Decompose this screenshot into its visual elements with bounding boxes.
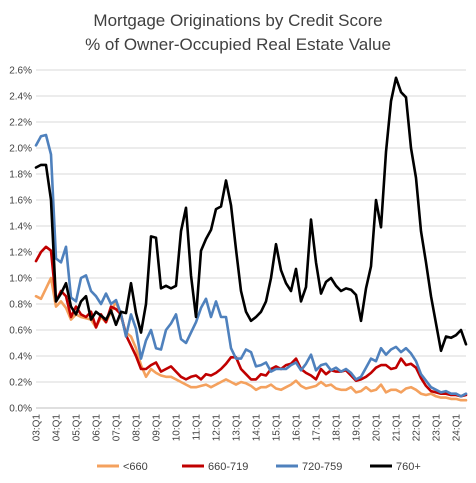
- x-tick-label: 11:Q1: [192, 414, 203, 441]
- x-tick-label: 05:Q1: [72, 414, 83, 442]
- y-tick-label: 0.0%: [9, 404, 32, 415]
- y-tick-label: 2.6%: [9, 66, 32, 77]
- y-tick-label: 1.6%: [9, 196, 32, 207]
- x-tick-label: 19:Q1: [352, 414, 363, 442]
- x-tick-label: 04:Q1: [52, 414, 63, 442]
- y-tick-label: 1.8%: [9, 170, 32, 181]
- x-tick-label: 23:Q1: [432, 414, 443, 442]
- y-tick-label: 1.4%: [9, 222, 32, 233]
- x-tick-label: 13:Q1: [232, 414, 243, 442]
- x-tick-label: 08:Q1: [132, 414, 143, 442]
- legend-label: 760+: [396, 461, 421, 473]
- y-tick-label: 0.4%: [9, 352, 32, 363]
- y-tick-label: 0.8%: [9, 300, 32, 311]
- y-tick-label: 2.2%: [9, 118, 32, 129]
- x-tick-label: 18:Q1: [332, 414, 343, 442]
- x-tick-label: 10:Q1: [172, 414, 183, 442]
- x-tick-label: 16:Q1: [292, 414, 303, 442]
- legend: <660 660-719 720-759 760+: [97, 461, 421, 473]
- x-axis-ticks: 03:Q1 04:Q1 05:Q1 06:Q1 07:Q1 08:Q1 09:Q1 10:Q1…: [32, 414, 463, 442]
- grid-lines: [36, 69, 466, 383]
- x-tick-label: 14:Q1: [252, 414, 263, 442]
- legend-label: 660-719: [208, 461, 248, 473]
- x-tick-label: 20:Q1: [372, 414, 383, 442]
- y-tick-label: 2.4%: [9, 92, 32, 103]
- legend-label: <660: [123, 461, 148, 473]
- x-tick-label: 17:Q1: [312, 414, 323, 442]
- x-tick-label: 06:Q1: [92, 414, 103, 442]
- y-tick-label: 1.0%: [9, 274, 32, 285]
- series-line-760plus: [34, 76, 468, 353]
- chart-subtitle: % of Owner-Occupied Real Estate Value: [85, 35, 391, 54]
- series-lines: [34, 76, 468, 402]
- x-tick-label: 24:Q1: [452, 414, 463, 442]
- y-tick-label: 2.0%: [9, 144, 32, 155]
- x-tick-label: 21:Q1: [392, 414, 403, 442]
- x-tick-label: 22:Q1: [412, 414, 423, 442]
- y-axis-ticks: 0.0% 0.2% 0.4% 0.6% 0.8% 1.0% 1.2% 1.4% 1.6% 1.8%…: [9, 66, 32, 415]
- x-tick-label: 12:Q1: [212, 414, 223, 442]
- series-line-720-759: [34, 133, 468, 398]
- x-tick-label: 15:Q1: [272, 414, 283, 442]
- x-tick-label: 07:Q1: [112, 414, 123, 442]
- legend-label: 720-759: [302, 461, 342, 473]
- y-tick-label: 0.2%: [9, 378, 32, 389]
- x-tick-label: 03:Q1: [32, 414, 43, 442]
- y-tick-label: 0.6%: [9, 326, 32, 337]
- x-tick-label: 09:Q1: [152, 414, 163, 442]
- chart-title: Mortgage Originations by Credit Score: [93, 11, 382, 30]
- y-tick-label: 1.2%: [9, 248, 32, 259]
